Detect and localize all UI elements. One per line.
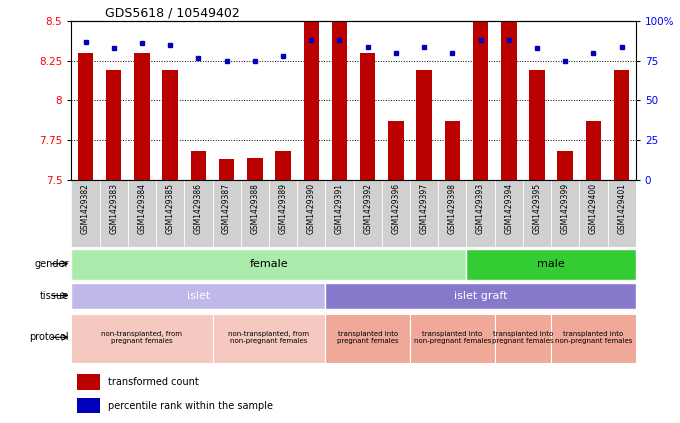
Bar (445, 121, 460, 180)
Text: GSM1429386: GSM1429386 (194, 183, 203, 234)
Bar (297, 180, 326, 247)
Bar (501, 21, 517, 180)
Text: GSM1429398: GSM1429398 (448, 183, 457, 234)
Bar (332, 21, 347, 180)
Bar (190, 151, 206, 180)
Bar (579, 180, 608, 247)
Text: non-transplanted, from
pregnant females: non-transplanted, from pregnant females (101, 331, 182, 344)
Bar (388, 121, 404, 180)
Text: GSM1429401: GSM1429401 (617, 183, 626, 234)
Bar (247, 158, 262, 180)
Bar (184, 180, 213, 247)
Text: female: female (250, 259, 288, 269)
Text: transplanted into
non-pregnant females: transplanted into non-pregnant females (555, 331, 632, 344)
Bar (466, 180, 495, 247)
Text: GSM1429384: GSM1429384 (137, 183, 146, 234)
Text: GSM1429395: GSM1429395 (532, 183, 541, 234)
Text: transplanted into
pregnant females: transplanted into pregnant females (492, 331, 554, 344)
Bar (212, 314, 325, 363)
Bar (303, 21, 319, 180)
Bar (71, 314, 212, 363)
Text: islet graft: islet graft (454, 291, 507, 300)
Text: GSM1429400: GSM1429400 (589, 183, 598, 234)
Bar (106, 70, 122, 180)
Text: GSM1429392: GSM1429392 (363, 183, 372, 234)
Bar (219, 159, 235, 180)
Text: GSM1429394: GSM1429394 (505, 183, 513, 234)
Bar (71, 283, 326, 310)
Text: transplanted into
pregnant females: transplanted into pregnant females (337, 331, 398, 344)
Text: GDS5618 / 10549402: GDS5618 / 10549402 (105, 6, 240, 19)
Text: GSM1429383: GSM1429383 (109, 183, 118, 234)
Bar (466, 249, 636, 280)
Text: islet: islet (187, 291, 210, 300)
Bar (212, 180, 241, 247)
Bar (614, 70, 630, 180)
Text: GSM1429396: GSM1429396 (392, 183, 401, 234)
Bar (163, 70, 178, 180)
Text: GSM1429391: GSM1429391 (335, 183, 344, 234)
Bar (551, 314, 636, 363)
Bar (439, 180, 466, 247)
Text: GSM1429387: GSM1429387 (222, 183, 231, 234)
Text: GSM1429393: GSM1429393 (476, 183, 485, 234)
Bar (269, 180, 297, 247)
Bar (354, 180, 382, 247)
Text: transformed count: transformed count (108, 377, 199, 387)
Bar (382, 180, 410, 247)
Text: GSM1429390: GSM1429390 (307, 183, 316, 234)
Text: percentile rank within the sample: percentile rank within the sample (108, 401, 273, 411)
Bar (326, 314, 410, 363)
Bar (128, 180, 156, 247)
Text: transplanted into
non-pregnant females: transplanted into non-pregnant females (413, 331, 491, 344)
Bar (134, 53, 150, 180)
Bar (608, 180, 636, 247)
Bar (275, 151, 291, 180)
Text: GSM1429389: GSM1429389 (279, 183, 288, 234)
Bar (241, 180, 269, 247)
Bar (495, 314, 551, 363)
Bar (71, 249, 466, 280)
Text: gender: gender (34, 259, 69, 269)
Bar (326, 180, 354, 247)
Bar (77, 374, 99, 390)
Bar (77, 398, 99, 414)
Bar (529, 70, 545, 180)
Text: tissue: tissue (39, 291, 69, 300)
Text: GSM1429399: GSM1429399 (561, 183, 570, 234)
Text: GSM1429397: GSM1429397 (420, 183, 428, 234)
Bar (156, 180, 184, 247)
Text: male: male (537, 259, 565, 269)
Bar (99, 180, 128, 247)
Text: GSM1429388: GSM1429388 (250, 183, 259, 234)
Bar (523, 180, 551, 247)
Bar (78, 53, 93, 180)
Bar (410, 180, 439, 247)
Bar (585, 121, 601, 180)
Bar (360, 53, 375, 180)
Text: protocol: protocol (29, 332, 69, 342)
Text: GSM1429385: GSM1429385 (166, 183, 175, 234)
Bar (551, 180, 579, 247)
Bar (71, 180, 99, 247)
Bar (473, 21, 488, 180)
Text: GSM1429382: GSM1429382 (81, 183, 90, 234)
Bar (495, 180, 523, 247)
Text: non-transplanted, from
non-pregnant females: non-transplanted, from non-pregnant fema… (228, 331, 309, 344)
Bar (326, 283, 636, 310)
Bar (416, 70, 432, 180)
Bar (410, 314, 495, 363)
Bar (558, 151, 573, 180)
